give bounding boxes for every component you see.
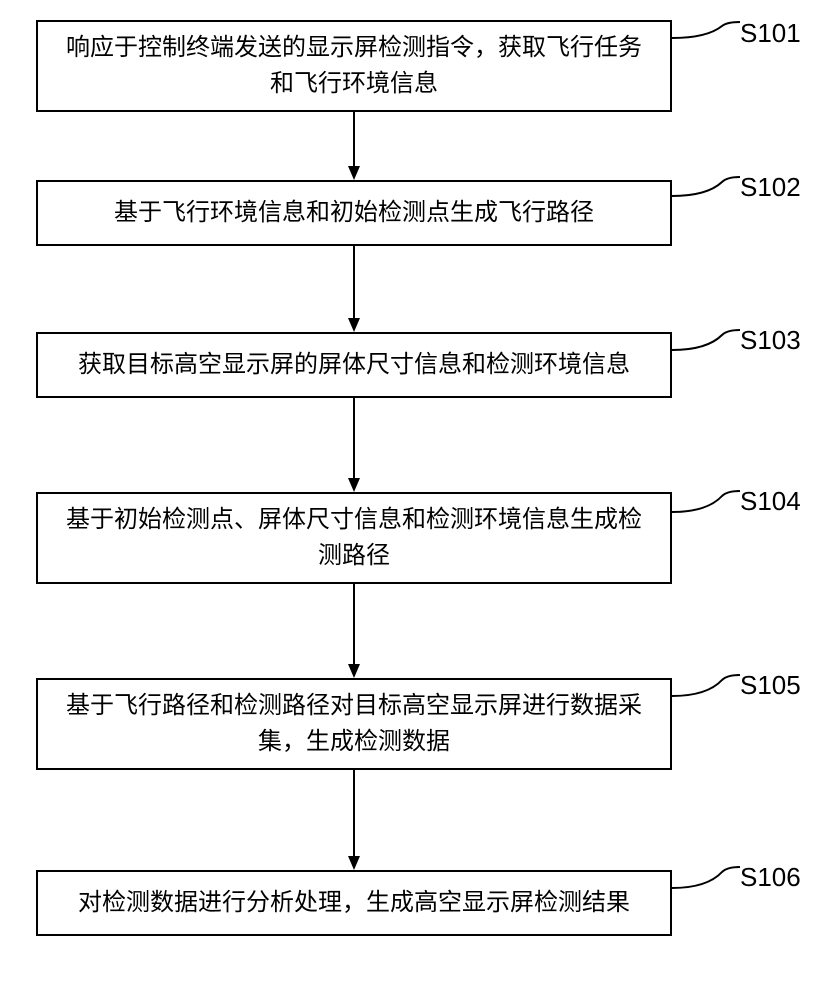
node-text: 对检测数据进行分析处理，生成高空显示屏检测结果 [78,885,630,921]
connector-s106 [672,862,742,892]
node-text: 基于初始检测点、屏体尺寸信息和检测环境信息生成检测路径 [58,502,650,574]
node-text: 获取目标高空显示屏的屏体尺寸信息和检测环境信息 [78,347,630,383]
node-text: 响应于控制终端发送的显示屏检测指令，获取飞行任务和飞行环境信息 [58,30,650,102]
arrow-1-2 [344,112,364,180]
step-label-s102: S102 [740,172,801,203]
node-text: 基于飞行路径和检测路径对目标高空显示屏进行数据采集，生成检测数据 [58,688,650,760]
flowchart-container: 响应于控制终端发送的显示屏检测指令，获取飞行任务和飞行环境信息 S101 基于飞… [0,0,826,1000]
flow-node-s104: 基于初始检测点、屏体尺寸信息和检测环境信息生成检测路径 [36,492,672,584]
connector-s103 [672,325,742,355]
flow-node-s103: 获取目标高空显示屏的屏体尺寸信息和检测环境信息 [36,332,672,398]
step-label-s105: S105 [740,670,801,701]
step-label-s101: S101 [740,18,801,49]
arrow-4-5 [344,584,364,678]
flow-node-s105: 基于飞行路径和检测路径对目标高空显示屏进行数据采集，生成检测数据 [36,678,672,770]
node-text: 基于飞行环境信息和初始检测点生成飞行路径 [114,195,594,231]
arrow-5-6 [344,770,364,870]
connector-s104 [672,486,742,516]
arrow-2-3 [344,246,364,332]
step-label-s103: S103 [740,325,801,356]
flow-node-s101: 响应于控制终端发送的显示屏检测指令，获取飞行任务和飞行环境信息 [36,20,672,112]
step-label-s104: S104 [740,486,801,517]
flow-node-s106: 对检测数据进行分析处理，生成高空显示屏检测结果 [36,870,672,936]
connector-s105 [672,670,742,700]
step-label-s106: S106 [740,862,801,893]
flow-node-s102: 基于飞行环境信息和初始检测点生成飞行路径 [36,180,672,246]
arrow-3-4 [344,398,364,492]
connector-s102 [672,172,742,202]
connector-s101 [672,18,742,48]
